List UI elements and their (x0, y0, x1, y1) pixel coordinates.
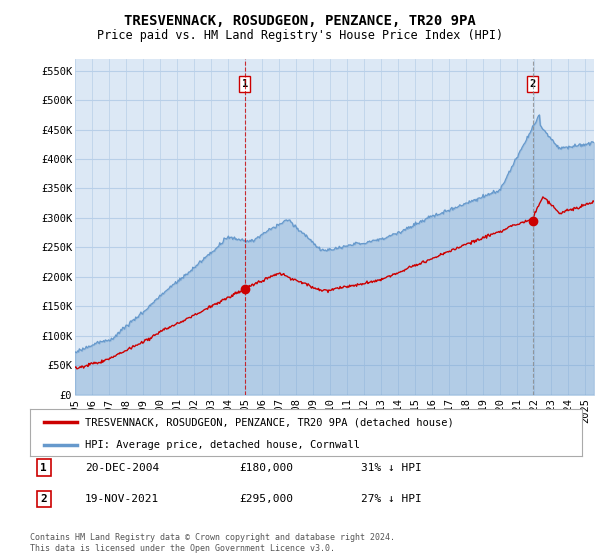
Text: Contains HM Land Registry data © Crown copyright and database right 2024.
This d: Contains HM Land Registry data © Crown c… (30, 533, 395, 553)
Text: TRESVENNACK, ROSUDGEON, PENZANCE, TR20 9PA: TRESVENNACK, ROSUDGEON, PENZANCE, TR20 9… (124, 14, 476, 28)
Text: 2: 2 (40, 494, 47, 504)
Text: 2: 2 (530, 79, 536, 89)
Text: 31% ↓ HPI: 31% ↓ HPI (361, 463, 422, 473)
Text: £180,000: £180,000 (240, 463, 294, 473)
Text: TRESVENNACK, ROSUDGEON, PENZANCE, TR20 9PA (detached house): TRESVENNACK, ROSUDGEON, PENZANCE, TR20 9… (85, 417, 454, 427)
Text: HPI: Average price, detached house, Cornwall: HPI: Average price, detached house, Corn… (85, 440, 360, 450)
Text: 27% ↓ HPI: 27% ↓ HPI (361, 494, 422, 504)
Text: Price paid vs. HM Land Registry's House Price Index (HPI): Price paid vs. HM Land Registry's House … (97, 29, 503, 42)
Text: 20-DEC-2004: 20-DEC-2004 (85, 463, 160, 473)
Text: 1: 1 (242, 79, 248, 89)
Text: £295,000: £295,000 (240, 494, 294, 504)
Text: 19-NOV-2021: 19-NOV-2021 (85, 494, 160, 504)
Text: 1: 1 (40, 463, 47, 473)
